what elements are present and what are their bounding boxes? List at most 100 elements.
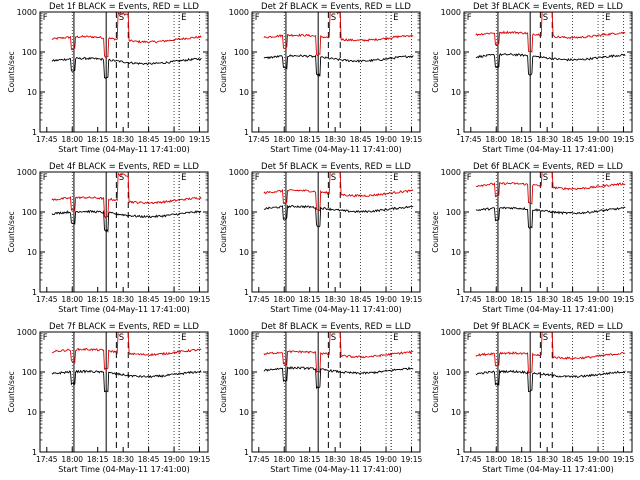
marker-label: S xyxy=(331,13,336,23)
x-axis-label: Start Time (04-May-11 17:41:00) xyxy=(58,465,189,474)
series-lld-red xyxy=(263,11,414,57)
x-tick-label: 18:00 xyxy=(273,135,295,144)
x-tick-label: 18:45 xyxy=(138,295,160,304)
x-tick-label: 19:00 xyxy=(163,455,185,464)
x-tick-label: 18:45 xyxy=(350,135,372,144)
x-tick-label: 18:00 xyxy=(61,455,83,464)
x-tick-label: 19:00 xyxy=(375,135,397,144)
plot-frame xyxy=(251,171,421,293)
marker-label: E xyxy=(605,173,610,183)
marker-label: E xyxy=(181,13,186,23)
y-tick-label: 1 xyxy=(244,128,249,137)
marker-label: F xyxy=(467,173,472,183)
x-tick-label: 18:30 xyxy=(324,135,346,144)
marker-label: S xyxy=(543,13,548,23)
series-events-black xyxy=(475,52,626,76)
x-tick-label: 18:00 xyxy=(273,455,295,464)
chart-title: Det 6f BLACK = Events, RED = LLD xyxy=(473,162,623,172)
y-tick-label: 10 xyxy=(27,408,37,417)
x-tick-label: 18:15 xyxy=(299,295,321,304)
y-axis-label: Counts/sec xyxy=(7,211,16,252)
x-tick-label: 19:15 xyxy=(613,295,635,304)
y-tick-label: 10 xyxy=(27,248,37,257)
marker-label: F xyxy=(255,333,260,343)
y-tick-label: 1 xyxy=(244,448,249,457)
marker-label: E xyxy=(181,333,186,343)
y-tick-label: 1000 xyxy=(441,8,461,17)
x-tick-label: 19:00 xyxy=(375,455,397,464)
x-tick-label: 17:45 xyxy=(36,455,58,464)
x-tick-label: 18:15 xyxy=(511,135,533,144)
y-tick-label: 10 xyxy=(451,88,461,97)
plot-frame xyxy=(39,11,209,133)
y-tick-label: 10 xyxy=(451,408,461,417)
x-tick-label: 18:15 xyxy=(511,295,533,304)
y-tick-label: 100 xyxy=(22,208,37,217)
x-tick-label: 18:00 xyxy=(485,295,507,304)
x-tick-label: 18:00 xyxy=(485,455,507,464)
series-events-black xyxy=(51,209,202,233)
x-tick-label: 18:00 xyxy=(273,295,295,304)
y-tick-label: 1000 xyxy=(441,168,461,177)
x-tick-label: 18:45 xyxy=(138,455,160,464)
plot-frame xyxy=(463,331,633,453)
x-tick-label: 17:45 xyxy=(36,135,58,144)
x-tick-label: 17:45 xyxy=(36,295,58,304)
marker-label: E xyxy=(393,173,398,183)
x-tick-label: 17:45 xyxy=(460,455,482,464)
x-tick-label: 17:45 xyxy=(248,455,270,464)
x-tick-label: 19:00 xyxy=(163,135,185,144)
series-events-black xyxy=(475,206,626,229)
chart-title: Det 8f BLACK = Events, RED = LLD xyxy=(261,322,411,332)
marker-label: E xyxy=(181,173,186,183)
marker-label: E xyxy=(393,13,398,23)
x-tick-label: 18:30 xyxy=(536,135,558,144)
x-tick-label: 18:15 xyxy=(299,455,321,464)
y-axis-label: Counts/sec xyxy=(431,371,440,412)
y-tick-label: 10 xyxy=(451,248,461,257)
x-tick-label: 18:30 xyxy=(324,455,346,464)
x-tick-label: 19:00 xyxy=(163,295,185,304)
marker-label: F xyxy=(467,13,472,23)
x-axis-label: Start Time (04-May-11 17:41:00) xyxy=(482,145,613,154)
y-tick-label: 1 xyxy=(456,128,461,137)
x-tick-label: 18:15 xyxy=(511,455,533,464)
y-tick-label: 1000 xyxy=(17,168,37,177)
chart-title: Det 1f BLACK = Events, RED = LLD xyxy=(49,2,199,12)
y-tick-label: 100 xyxy=(446,208,461,217)
marker-label: S xyxy=(331,173,336,183)
y-tick-label: 1 xyxy=(32,128,37,137)
y-tick-label: 1000 xyxy=(229,8,249,17)
marker-label: F xyxy=(467,333,472,343)
chart-title: Det 7f BLACK = Events, RED = LLD xyxy=(49,322,199,332)
y-axis-label: Counts/sec xyxy=(7,51,16,92)
plot-frame xyxy=(463,171,633,293)
x-tick-label: 19:15 xyxy=(189,135,211,144)
x-tick-label: 18:30 xyxy=(112,295,134,304)
x-tick-label: 18:30 xyxy=(324,295,346,304)
x-tick-label: 19:00 xyxy=(375,295,397,304)
x-tick-label: 19:15 xyxy=(401,135,423,144)
marker-label: S xyxy=(119,173,124,183)
y-tick-label: 100 xyxy=(22,368,37,377)
y-tick-label: 1000 xyxy=(441,328,461,337)
y-tick-label: 10 xyxy=(239,408,249,417)
series-lld-red xyxy=(51,11,202,58)
x-tick-label: 18:45 xyxy=(562,295,584,304)
x-tick-label: 18:15 xyxy=(299,135,321,144)
chart-title: Det 9f BLACK = Events, RED = LLD xyxy=(473,322,623,332)
x-axis-label: Start Time (04-May-11 17:41:00) xyxy=(270,305,401,314)
y-tick-label: 100 xyxy=(234,368,249,377)
x-axis-label: Start Time (04-May-11 17:41:00) xyxy=(270,465,401,474)
x-tick-label: 19:15 xyxy=(613,455,635,464)
y-tick-label: 100 xyxy=(22,48,37,57)
x-tick-label: 18:15 xyxy=(87,135,109,144)
